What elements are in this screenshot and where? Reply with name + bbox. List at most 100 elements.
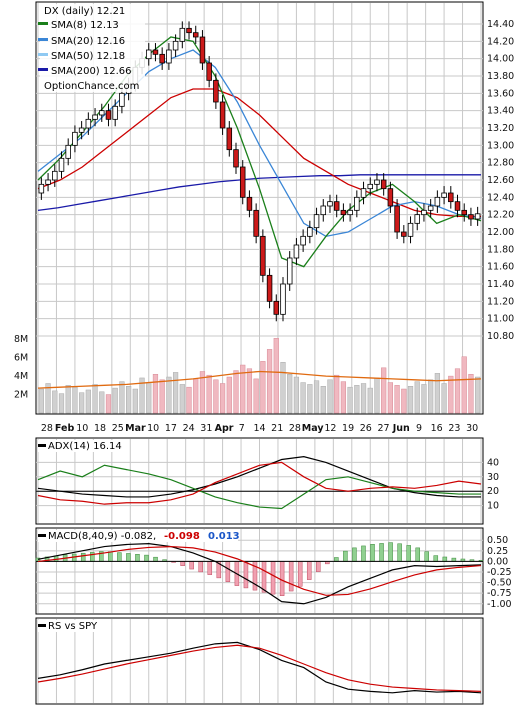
panel2-line-di bbox=[37, 464, 481, 510]
volume-bar bbox=[320, 386, 326, 414]
volume-bar bbox=[367, 387, 373, 414]
panel3-tick-label: 0.50 bbox=[487, 535, 508, 546]
volume-bar bbox=[193, 378, 199, 414]
macd-histogram-bar bbox=[379, 543, 384, 562]
candle-body bbox=[414, 214, 420, 224]
volume-bar bbox=[360, 383, 367, 414]
price-tick-label: 12.00 bbox=[487, 227, 514, 238]
price-tick-label: 11.60 bbox=[487, 262, 514, 273]
volume-bar bbox=[179, 384, 185, 414]
price-tick-label: 11.20 bbox=[487, 296, 514, 307]
x-tick-label: 26 bbox=[360, 423, 372, 434]
candle-body bbox=[347, 209, 353, 216]
volume-bar bbox=[206, 374, 212, 414]
x-tick-label: 30 bbox=[466, 423, 478, 434]
candle-body bbox=[307, 227, 313, 237]
macd-histogram-bar bbox=[189, 561, 194, 570]
candle-body bbox=[206, 62, 212, 81]
macd-histogram-bar bbox=[297, 561, 303, 587]
price-tick-label: 13.40 bbox=[487, 106, 514, 117]
candle-body bbox=[407, 222, 414, 237]
macd-histogram-bar bbox=[288, 561, 294, 592]
candle-body bbox=[219, 101, 226, 129]
macd-histogram-bar bbox=[198, 561, 203, 573]
macd-histogram-bar bbox=[279, 561, 285, 596]
candle-body bbox=[441, 192, 447, 198]
price-tick-label: 14.20 bbox=[487, 36, 514, 47]
volume-bar bbox=[126, 386, 132, 414]
candle-body bbox=[421, 209, 427, 216]
x-tick-label: 10 bbox=[147, 423, 159, 434]
macd-histogram-bar bbox=[352, 547, 357, 562]
volume-bar bbox=[139, 377, 145, 414]
candles bbox=[38, 21, 481, 322]
volume-bar bbox=[461, 356, 467, 414]
panel2-tick-label: 40 bbox=[487, 457, 499, 468]
price-tick-label: 14.40 bbox=[487, 19, 514, 30]
macd-signal-value: -0.098 bbox=[164, 531, 200, 542]
price-tick-label: 13.20 bbox=[487, 123, 514, 134]
candle-body bbox=[38, 183, 45, 194]
volume-bar bbox=[340, 381, 347, 414]
legend-sma200: SMA(200) 12.66 bbox=[51, 66, 132, 77]
sma200-swatch bbox=[38, 68, 48, 71]
panel3-line-signal bbox=[37, 545, 482, 596]
x-tick-label: 25 bbox=[112, 423, 124, 434]
volume-bar bbox=[159, 379, 165, 414]
volume-bar bbox=[172, 372, 179, 414]
sma-line-sma8 bbox=[37, 36, 482, 268]
panel2-tick-label: 30 bbox=[487, 472, 499, 483]
macd-title-prefix: MACD(8,40,9) -0.082, bbox=[48, 531, 156, 542]
x-tick-label: 24 bbox=[183, 423, 195, 434]
price-tick-label: 13.80 bbox=[487, 71, 514, 82]
panel2-tick-label: 10 bbox=[487, 501, 499, 512]
legend-sma20: SMA(20) 12.16 bbox=[51, 36, 125, 47]
macd-histogram-bar bbox=[126, 553, 131, 562]
panel3-tick-label: -0.25 bbox=[487, 567, 512, 578]
candle-body bbox=[45, 179, 51, 185]
x-tick-label: 17 bbox=[165, 423, 177, 434]
volume-bar bbox=[99, 391, 105, 414]
candle-body bbox=[78, 127, 85, 133]
candle-body bbox=[92, 114, 98, 120]
candle-body bbox=[72, 131, 78, 146]
candle-body bbox=[213, 79, 219, 103]
price-tick-label: 13.00 bbox=[487, 140, 514, 151]
volume-bar bbox=[45, 383, 51, 414]
panel2-line-adx bbox=[37, 456, 481, 498]
macd-histogram-bar bbox=[370, 544, 375, 562]
x-tick-label: 28 bbox=[41, 423, 53, 434]
macd-histogram-bar bbox=[153, 556, 158, 562]
sma-line-sma50 bbox=[37, 88, 481, 218]
panel4-line-rs bbox=[37, 641, 482, 694]
volume-bar bbox=[38, 388, 44, 414]
volume-bar bbox=[260, 361, 266, 414]
macd-histogram-bar bbox=[180, 561, 185, 566]
x-tick-label: Feb bbox=[55, 423, 75, 434]
macd-histogram-bar bbox=[306, 561, 312, 580]
x-axis-labels: 28 Feb 10 18 25 Mar 10 17 24 31 Apr 7 14 21 28 May 12 19 2… bbox=[41, 423, 478, 434]
volume-bar bbox=[401, 388, 407, 414]
volume-bar bbox=[394, 385, 400, 414]
candle-body bbox=[286, 257, 293, 285]
sma8-swatch bbox=[38, 22, 48, 25]
price-tick-label: 12.40 bbox=[487, 192, 514, 203]
volume-ma-line bbox=[37, 370, 482, 389]
x-tick-label: 16 bbox=[431, 423, 443, 434]
volume-bar bbox=[79, 392, 85, 414]
x-tick-label: 21 bbox=[271, 423, 283, 434]
x-tick-label: 7 bbox=[239, 423, 245, 434]
volume-bar bbox=[52, 390, 58, 414]
sma-line-sma20 bbox=[37, 49, 482, 238]
candle-body bbox=[233, 149, 239, 168]
volume-bar bbox=[421, 384, 427, 414]
candle-body bbox=[152, 49, 159, 55]
price-tick-label: 10.80 bbox=[487, 331, 514, 342]
volume-bar bbox=[65, 385, 71, 414]
volume-bar bbox=[441, 383, 447, 414]
price-tick-label: 14.00 bbox=[487, 54, 514, 65]
macd-histogram-bar bbox=[406, 545, 411, 562]
macd-histogram-bar bbox=[343, 550, 348, 562]
candle-body bbox=[374, 179, 380, 185]
volume-bar bbox=[72, 386, 78, 414]
